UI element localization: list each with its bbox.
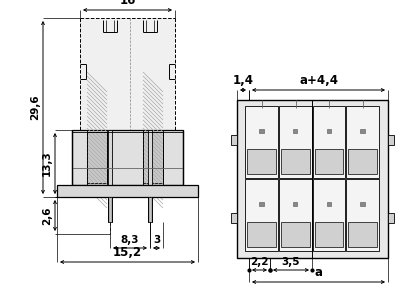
Bar bbox=[279, 179, 312, 251]
Bar bbox=[245, 179, 278, 251]
Bar bbox=[259, 129, 264, 133]
Bar bbox=[237, 100, 388, 258]
Bar bbox=[108, 130, 112, 185]
Bar bbox=[148, 130, 152, 185]
Text: 15,2: 15,2 bbox=[113, 246, 142, 259]
Bar bbox=[87, 132, 107, 183]
Bar bbox=[231, 213, 237, 223]
Circle shape bbox=[321, 196, 337, 212]
Circle shape bbox=[287, 123, 303, 140]
Text: 3,5: 3,5 bbox=[282, 257, 300, 267]
Text: 8,3: 8,3 bbox=[121, 235, 139, 245]
Text: a: a bbox=[314, 266, 322, 279]
Bar bbox=[360, 202, 365, 206]
Text: 3: 3 bbox=[153, 235, 160, 245]
Bar bbox=[143, 132, 163, 183]
Bar bbox=[108, 197, 112, 222]
Bar bbox=[148, 197, 152, 222]
Bar bbox=[360, 129, 365, 133]
Bar bbox=[231, 135, 237, 145]
Circle shape bbox=[287, 196, 303, 212]
Text: 2,6: 2,6 bbox=[42, 206, 52, 225]
Bar bbox=[57, 185, 198, 197]
Bar bbox=[293, 129, 297, 133]
Circle shape bbox=[253, 196, 270, 212]
Bar bbox=[293, 202, 297, 206]
Bar bbox=[348, 149, 377, 174]
Text: 16: 16 bbox=[119, 0, 136, 7]
Circle shape bbox=[354, 123, 371, 140]
Bar bbox=[259, 202, 264, 206]
Bar bbox=[245, 106, 278, 178]
Bar bbox=[348, 222, 377, 247]
Text: 13,3: 13,3 bbox=[42, 150, 52, 176]
Text: a+4,4: a+4,4 bbox=[299, 74, 338, 87]
Bar bbox=[247, 222, 276, 247]
Bar bbox=[388, 213, 394, 223]
Bar bbox=[388, 135, 394, 145]
Bar bbox=[312, 106, 345, 178]
Bar bbox=[281, 222, 310, 247]
Bar bbox=[312, 179, 345, 251]
Bar bbox=[80, 18, 175, 130]
Bar bbox=[281, 149, 310, 174]
Bar bbox=[72, 130, 183, 185]
Text: 2,2: 2,2 bbox=[250, 257, 269, 267]
Bar bbox=[314, 222, 343, 247]
Circle shape bbox=[253, 123, 270, 140]
Bar bbox=[327, 202, 331, 206]
Bar bbox=[279, 106, 312, 178]
Circle shape bbox=[354, 196, 371, 212]
Bar bbox=[346, 179, 379, 251]
Bar bbox=[346, 106, 379, 178]
Bar bbox=[247, 149, 276, 174]
Bar bbox=[314, 149, 343, 174]
Text: 29,6: 29,6 bbox=[30, 95, 40, 120]
Bar bbox=[327, 129, 331, 133]
Circle shape bbox=[321, 123, 337, 140]
Text: 1,4: 1,4 bbox=[232, 74, 254, 87]
